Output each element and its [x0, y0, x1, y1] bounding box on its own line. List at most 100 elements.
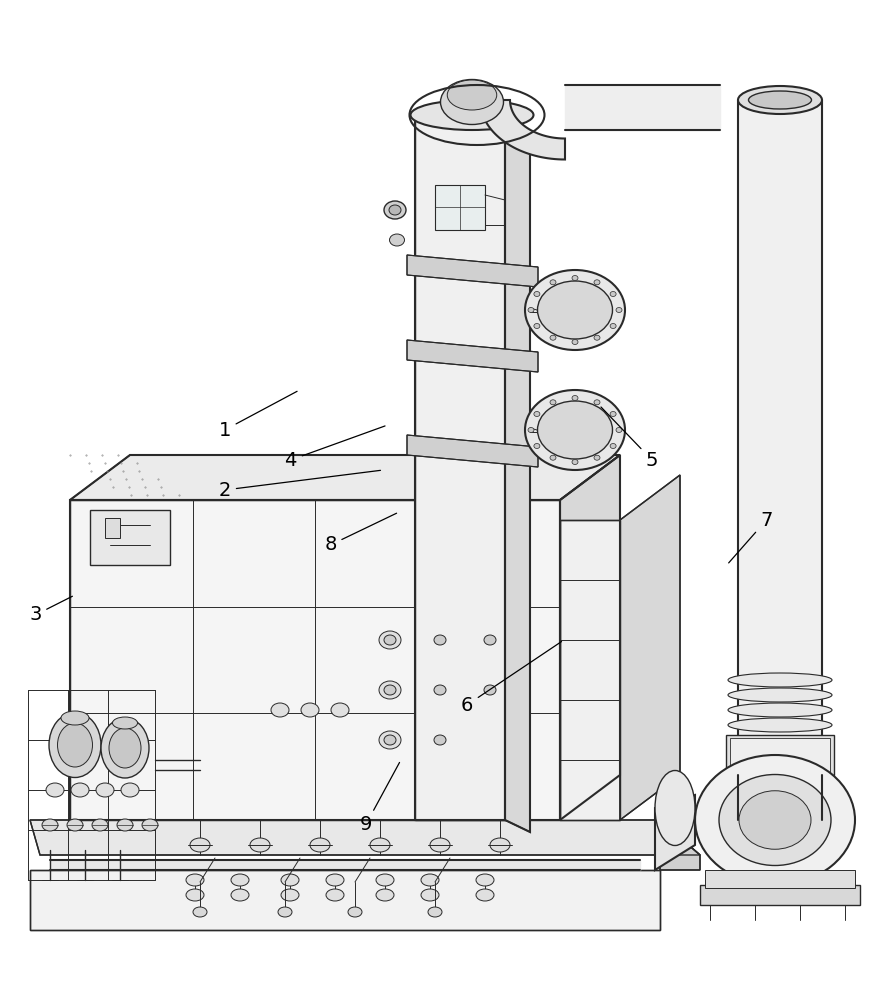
- Polygon shape: [560, 520, 620, 820]
- Ellipse shape: [46, 783, 64, 797]
- Bar: [730, 738, 830, 773]
- Ellipse shape: [92, 819, 108, 831]
- Ellipse shape: [271, 703, 289, 717]
- Ellipse shape: [611, 292, 616, 296]
- Ellipse shape: [528, 428, 534, 432]
- Polygon shape: [560, 455, 620, 820]
- Ellipse shape: [534, 444, 540, 448]
- Ellipse shape: [525, 390, 625, 470]
- Ellipse shape: [476, 874, 494, 886]
- Ellipse shape: [550, 335, 556, 340]
- Ellipse shape: [528, 308, 534, 312]
- Ellipse shape: [728, 688, 832, 702]
- Ellipse shape: [278, 907, 292, 917]
- Ellipse shape: [190, 838, 210, 852]
- Bar: [90, 510, 170, 565]
- Ellipse shape: [117, 819, 133, 831]
- Ellipse shape: [389, 234, 404, 246]
- Ellipse shape: [728, 673, 832, 687]
- Ellipse shape: [281, 874, 299, 886]
- Ellipse shape: [49, 712, 101, 778]
- Ellipse shape: [448, 80, 497, 110]
- Ellipse shape: [384, 685, 396, 695]
- Ellipse shape: [384, 735, 396, 745]
- Ellipse shape: [101, 718, 149, 778]
- Ellipse shape: [572, 395, 578, 400]
- Ellipse shape: [430, 838, 450, 852]
- Ellipse shape: [550, 400, 556, 405]
- Ellipse shape: [534, 412, 540, 416]
- Ellipse shape: [537, 281, 612, 339]
- Ellipse shape: [376, 874, 394, 886]
- Ellipse shape: [616, 428, 622, 432]
- Text: 5: 5: [601, 407, 658, 470]
- Text: 4: 4: [285, 426, 385, 470]
- Ellipse shape: [739, 791, 811, 849]
- Ellipse shape: [594, 400, 600, 405]
- Ellipse shape: [429, 731, 451, 749]
- Ellipse shape: [537, 401, 612, 459]
- Bar: [726, 735, 834, 775]
- Ellipse shape: [370, 838, 390, 852]
- Ellipse shape: [379, 681, 401, 699]
- Ellipse shape: [611, 324, 616, 328]
- Ellipse shape: [331, 703, 349, 717]
- Ellipse shape: [231, 889, 249, 901]
- Polygon shape: [407, 340, 538, 372]
- Polygon shape: [30, 820, 700, 855]
- Ellipse shape: [695, 755, 855, 885]
- Ellipse shape: [594, 280, 600, 285]
- Text: 1: 1: [218, 391, 297, 440]
- Ellipse shape: [476, 889, 494, 901]
- Ellipse shape: [611, 412, 616, 416]
- Ellipse shape: [421, 874, 439, 886]
- Ellipse shape: [429, 681, 451, 699]
- Ellipse shape: [326, 889, 344, 901]
- Bar: [700, 885, 860, 905]
- Ellipse shape: [594, 335, 600, 340]
- Ellipse shape: [193, 907, 207, 917]
- Ellipse shape: [379, 731, 401, 749]
- Ellipse shape: [379, 631, 401, 649]
- Polygon shape: [407, 255, 538, 287]
- Ellipse shape: [109, 728, 141, 768]
- Ellipse shape: [61, 711, 89, 725]
- Ellipse shape: [440, 80, 504, 124]
- Bar: [435, 185, 485, 230]
- Ellipse shape: [572, 275, 578, 280]
- Ellipse shape: [348, 907, 362, 917]
- Ellipse shape: [550, 280, 556, 285]
- Ellipse shape: [113, 717, 137, 729]
- Ellipse shape: [719, 774, 831, 865]
- Ellipse shape: [421, 889, 439, 901]
- Ellipse shape: [57, 723, 93, 767]
- Ellipse shape: [384, 635, 396, 645]
- Ellipse shape: [484, 685, 496, 695]
- Polygon shape: [407, 435, 538, 467]
- Ellipse shape: [728, 718, 832, 732]
- Bar: [705, 870, 855, 888]
- Ellipse shape: [376, 889, 394, 901]
- Polygon shape: [505, 120, 530, 832]
- Ellipse shape: [384, 201, 406, 219]
- Ellipse shape: [534, 324, 540, 328]
- Ellipse shape: [310, 838, 330, 852]
- Ellipse shape: [728, 703, 832, 717]
- Ellipse shape: [326, 874, 344, 886]
- Ellipse shape: [484, 635, 496, 645]
- Polygon shape: [415, 120, 505, 820]
- Ellipse shape: [428, 907, 442, 917]
- Polygon shape: [30, 870, 660, 930]
- Text: 7: 7: [729, 510, 773, 563]
- Text: 9: 9: [359, 762, 399, 834]
- Ellipse shape: [121, 783, 139, 797]
- Ellipse shape: [479, 631, 501, 649]
- Text: 8: 8: [324, 513, 396, 554]
- Ellipse shape: [301, 703, 319, 717]
- Ellipse shape: [525, 270, 625, 350]
- Ellipse shape: [655, 770, 695, 846]
- Ellipse shape: [389, 205, 401, 215]
- Ellipse shape: [434, 685, 446, 695]
- Ellipse shape: [434, 635, 446, 645]
- Ellipse shape: [42, 819, 58, 831]
